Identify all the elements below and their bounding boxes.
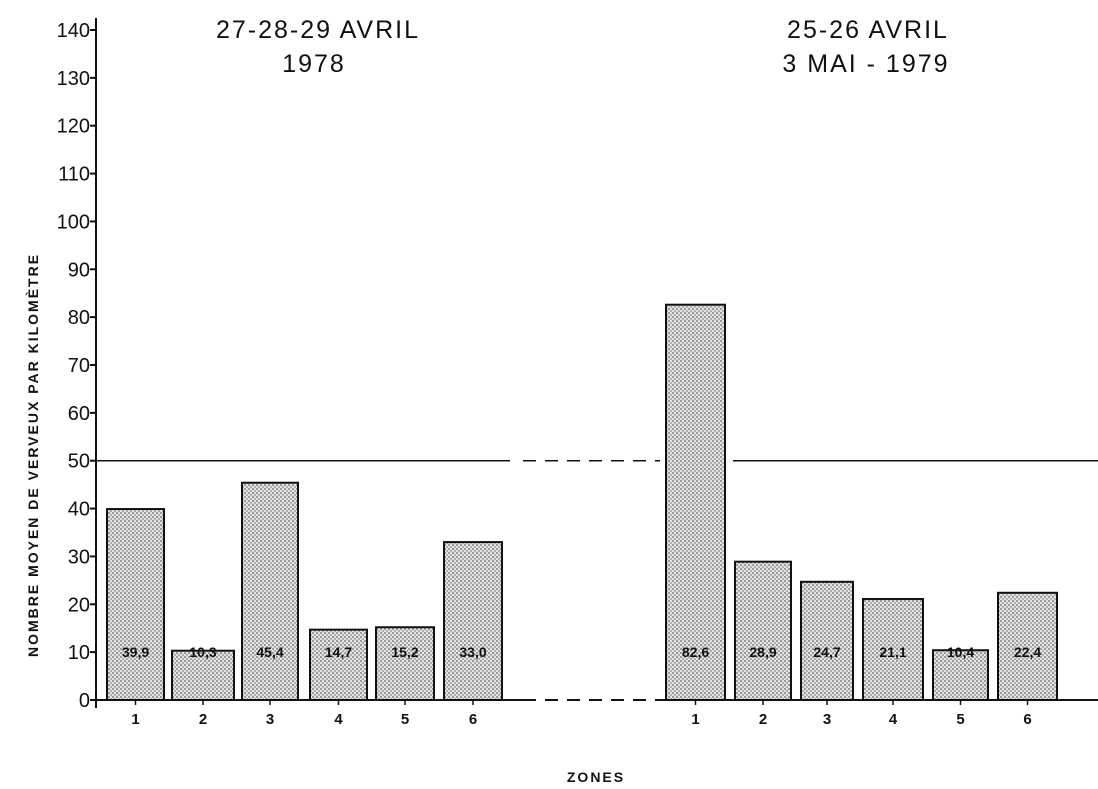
bar bbox=[665, 303, 726, 701]
bar-value-label: 33,0 bbox=[459, 644, 486, 660]
bar bbox=[734, 560, 792, 702]
bar bbox=[241, 481, 299, 701]
bar bbox=[106, 508, 165, 701]
bar bbox=[375, 626, 435, 701]
panel-1-title-line-1: 27-28-29 AVRIL bbox=[216, 16, 420, 44]
y-tick-label: 30 bbox=[68, 546, 90, 568]
y-axis-label: NOMBRE MOYEN DE VERVEUX PAR KILOMÈTRE bbox=[25, 253, 41, 657]
x-tick-label: 6 bbox=[1023, 711, 1031, 728]
y-tick-label: 80 bbox=[68, 307, 90, 329]
x-axis-label: ZONES bbox=[567, 769, 625, 785]
x-tick-label: 4 bbox=[889, 711, 898, 728]
y-tick-label: 0 bbox=[79, 690, 90, 712]
bar-value-label: 82,6 bbox=[682, 644, 709, 660]
bar-value-label: 14,7 bbox=[325, 644, 352, 660]
bar bbox=[800, 580, 854, 701]
bar bbox=[997, 591, 1058, 701]
bars: 39,9 10,3 45,4 14,7 15,2 33,0 82,6 28,9 24,7 21,1… bbox=[106, 303, 1058, 702]
bar-value-label: 45,4 bbox=[256, 644, 283, 660]
y-tick-label: 140 bbox=[57, 20, 90, 42]
bar-value-label: 10,4 bbox=[947, 644, 974, 660]
bar-value-label: 15,2 bbox=[391, 644, 418, 660]
x-tick-label: 1 bbox=[691, 711, 699, 728]
bar-value-label: 28,9 bbox=[749, 644, 776, 660]
x-tick-label: 3 bbox=[266, 711, 274, 728]
bar-value-label: 39,9 bbox=[122, 644, 149, 660]
bar-value-label: 24,7 bbox=[813, 644, 840, 660]
panel-2-title-line-1: 25-26 AVRIL bbox=[787, 16, 949, 44]
y-tick-label: 10 bbox=[68, 642, 90, 664]
bar-value-label: 22,4 bbox=[1014, 644, 1041, 660]
x-tick-label: 6 bbox=[469, 711, 477, 728]
y-tick-label: 110 bbox=[58, 164, 90, 186]
bar-value-label: 10,3 bbox=[189, 644, 216, 660]
x-tick-label: 3 bbox=[823, 711, 831, 728]
panel-1-title-line-2: 1978 bbox=[282, 50, 346, 78]
y-tick-label: 100 bbox=[57, 211, 90, 233]
y-tick-label: 120 bbox=[57, 116, 90, 138]
y-tick-label: 70 bbox=[68, 355, 90, 377]
bar bbox=[309, 628, 368, 702]
x-ticks: 1 2 3 4 5 6 1 2 3 4 5 6 bbox=[131, 700, 1032, 728]
x-tick-label: 2 bbox=[759, 711, 767, 728]
bar bbox=[443, 541, 503, 701]
x-tick-label: 1 bbox=[131, 711, 139, 728]
bar-value-label: 21,1 bbox=[879, 644, 906, 660]
y-tick-label: 90 bbox=[68, 259, 90, 281]
x-tick-label: 5 bbox=[956, 711, 964, 728]
x-tick-label: 2 bbox=[199, 711, 207, 728]
y-tick-label: 130 bbox=[57, 68, 90, 90]
y-tick-label: 50 bbox=[68, 451, 90, 473]
y-tick-label: 60 bbox=[68, 403, 90, 425]
x-tick-label: 5 bbox=[401, 711, 409, 728]
y-axis: 0 10 20 30 40 50 60 70 80 90 100 110 120 130 140 bbox=[57, 18, 97, 712]
panel-2-title-line-2: 3 MAI - 1979 bbox=[782, 50, 949, 78]
x-tick-label: 4 bbox=[334, 711, 343, 728]
y-tick-label: 20 bbox=[68, 594, 90, 616]
y-tick-label: 40 bbox=[68, 499, 90, 521]
